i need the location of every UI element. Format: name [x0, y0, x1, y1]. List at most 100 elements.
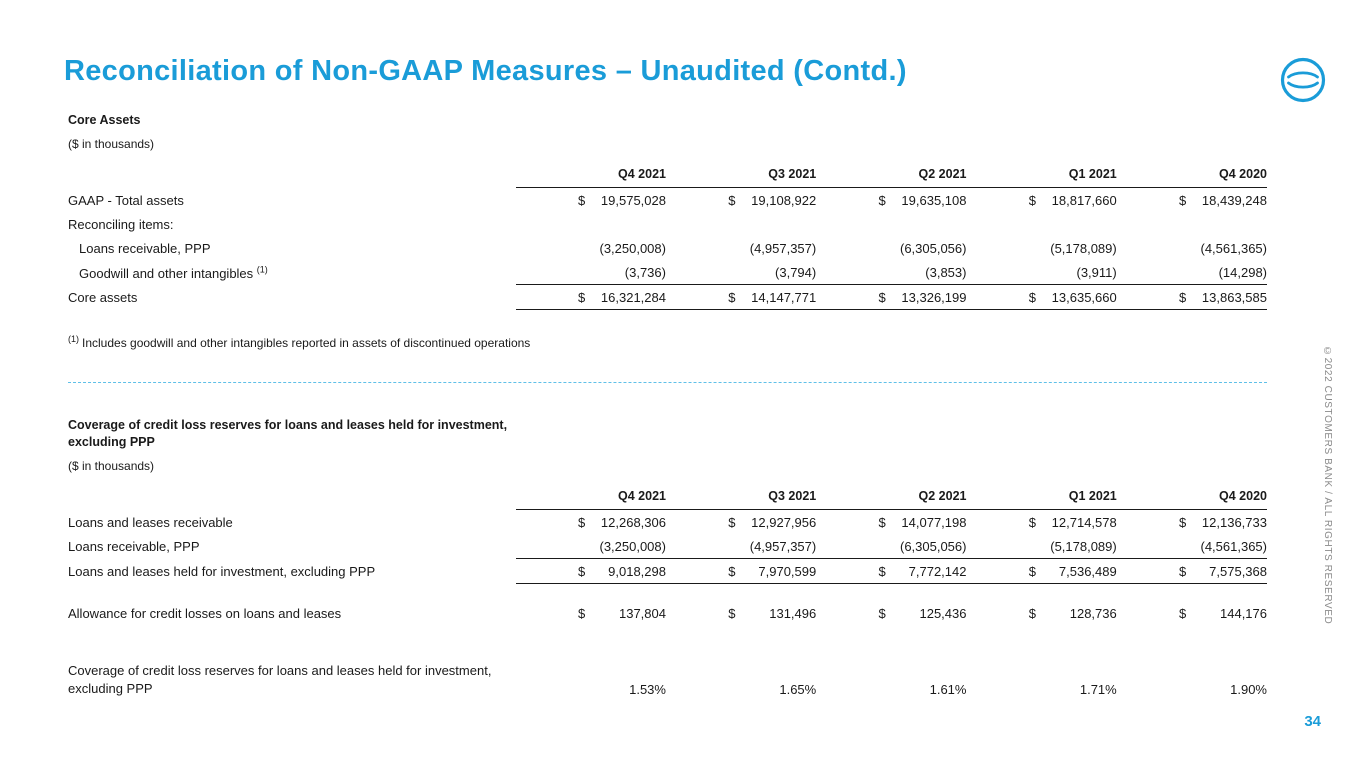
row-label: Coverage of credit loss reserves for loa… — [68, 663, 492, 696]
column-header: Q4 2020 — [1116, 159, 1267, 189]
cell-value: 144,176 — [1220, 606, 1267, 622]
section-subheading: ($ in thousands) — [68, 137, 155, 152]
currency-sign: $ — [1179, 290, 1187, 306]
table-row-gaap-total-assets: GAAP - Total assets $19,575,028 $19,108,… — [68, 188, 1267, 213]
cell — [966, 212, 1116, 236]
cell-value: (3,250,008) — [599, 241, 666, 257]
cell-value: 128,736 — [1069, 606, 1117, 622]
row-label-text: Goodwill and other intangibles — [79, 265, 254, 281]
currency-sign: $ — [1179, 563, 1187, 579]
row-label: Loans receivable, PPP — [68, 539, 200, 554]
cell-value: 19,635,108 — [901, 193, 967, 209]
currency-sign: $ — [728, 193, 736, 209]
cell-value: 13,863,585 — [1201, 290, 1267, 306]
cell: $16,321,284 — [515, 284, 666, 311]
currency-sign: $ — [878, 606, 886, 622]
cell-value: 9,018,298 — [608, 563, 666, 579]
table-row-loans-leases-receivable: Loans and leases receivable $12,268,306 … — [68, 509, 1267, 534]
row-label: GAAP - Total assets — [68, 193, 184, 208]
cell: (6,305,056) — [816, 236, 967, 260]
currency-sign: $ — [577, 606, 586, 622]
cell: $18,439,248 — [1117, 188, 1267, 213]
cell-value: 12,136,733 — [1201, 514, 1267, 530]
column-header: Q4 2020 — [1116, 480, 1267, 510]
currency-sign: $ — [878, 290, 886, 306]
cell-value: (6,305,056) — [899, 241, 967, 257]
cell-value: 13,326,199 — [901, 290, 967, 306]
row-label: Goodwill and other intangibles (1) — [68, 260, 516, 285]
cell: (3,736) — [515, 260, 666, 286]
spacer-cell — [68, 625, 1267, 657]
cell-value: (3,736) — [624, 265, 666, 281]
cell: $12,268,306 — [516, 509, 666, 534]
table-row-loans-receivable-ppp: Loans receivable, PPP (3,250,008) (4,957… — [68, 236, 1267, 260]
cell: $18,817,660 — [966, 188, 1117, 213]
cell: $7,575,368 — [1116, 558, 1267, 584]
cell-value: 19,108,922 — [751, 193, 817, 209]
cell: (3,250,008) — [515, 533, 666, 559]
cell-value: (4,957,357) — [749, 538, 817, 554]
table-row-coverage-ratio: Coverage of credit loss reserves for loa… — [68, 657, 1267, 701]
column-header: Q3 2021 — [665, 159, 817, 189]
cell: 1.53% — [516, 657, 666, 701]
cell: $13,863,585 — [1116, 284, 1267, 311]
cell: $125,436 — [816, 601, 966, 625]
cell-value: (4,957,357) — [749, 241, 817, 257]
cell-value: 131,496 — [769, 606, 817, 622]
cell: $19,108,922 — [666, 188, 816, 213]
core-assets-section: Core Assets ($ in thousands) Q4 2021 Q3 … — [68, 112, 1267, 350]
spacer-row — [68, 583, 1267, 601]
coverage-table: Q4 2021 Q3 2021 Q2 2021 Q1 2021 Q4 2020 … — [68, 480, 1268, 702]
dashed-divider — [68, 382, 1267, 384]
table-row-reconciling-items: Reconciling items: — [68, 212, 1267, 236]
column-header: Q3 2021 — [665, 480, 817, 510]
cell-value: 14,077,198 — [901, 514, 967, 530]
cell-value: 12,927,956 — [751, 514, 817, 530]
footnote-text: Includes goodwill and other intangibles … — [82, 336, 531, 351]
cell: $13,635,660 — [966, 284, 1117, 311]
currency-sign: $ — [1028, 193, 1036, 209]
cell: 1.90% — [1117, 657, 1267, 701]
cell: 1.65% — [666, 657, 816, 701]
cell-value: (5,178,089) — [1050, 241, 1117, 257]
row-label: Loans and leases receivable — [68, 514, 233, 530]
cell-value: (3,853) — [925, 265, 967, 281]
cell-value: (3,911) — [1076, 265, 1117, 281]
cell: (14,298) — [1116, 260, 1267, 286]
cell: $14,077,198 — [816, 509, 966, 534]
cell-value: (4,561,365) — [1200, 538, 1268, 554]
currency-sign: $ — [1028, 290, 1036, 306]
currency-sign: $ — [1028, 606, 1036, 622]
cell: (5,178,089) — [966, 236, 1117, 260]
currency-sign: $ — [577, 514, 586, 530]
row-label: Allowance for credit losses on loans and… — [68, 606, 342, 622]
cell-value: 7,536,489 — [1058, 563, 1117, 579]
column-header: Q4 2021 — [515, 480, 666, 510]
core-assets-table: Q4 2021 Q3 2021 Q2 2021 Q1 2021 Q4 2020 … — [68, 159, 1267, 311]
currency-sign: $ — [728, 606, 736, 622]
cell: $13,326,199 — [816, 284, 967, 311]
currency-sign: $ — [1028, 514, 1036, 530]
cell: $19,635,108 — [816, 188, 966, 213]
currency-sign: $ — [728, 290, 736, 306]
column-header-blank — [68, 159, 516, 188]
currency-sign: $ — [728, 514, 736, 530]
cell: $9,018,298 — [515, 558, 666, 584]
cell: $12,927,956 — [666, 509, 816, 534]
column-header: Q2 2021 — [816, 159, 967, 189]
cell — [666, 212, 816, 236]
cell: $12,714,578 — [966, 509, 1117, 534]
cell: 1.71% — [966, 657, 1117, 701]
table-header-row: Q4 2021 Q3 2021 Q2 2021 Q1 2021 Q4 2020 — [68, 480, 1267, 510]
cell-value: 137,804 — [618, 606, 666, 622]
row-label: Loans receivable, PPP — [79, 241, 211, 257]
currency-sign: $ — [1179, 514, 1187, 530]
column-header-blank — [68, 481, 516, 510]
cell-value: 1.65% — [779, 682, 817, 698]
table-row-allowance-credit-losses: Allowance for credit losses on loans and… — [68, 601, 1267, 625]
currency-sign: $ — [577, 290, 586, 306]
cell: $128,736 — [966, 601, 1117, 625]
table-row-core-assets-total: Core assets $16,321,284 $14,147,771 $13,… — [68, 284, 1267, 311]
footnote: (1) Includes goodwill and other intangibl… — [68, 335, 1267, 351]
